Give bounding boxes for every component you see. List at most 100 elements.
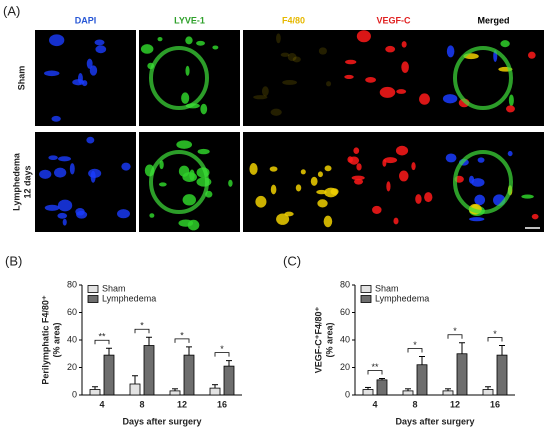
panel-label: (B): [5, 253, 22, 268]
cell: [253, 95, 268, 100]
significance-label: **: [98, 332, 106, 342]
cell: [415, 194, 422, 204]
cell: [424, 192, 433, 203]
cell: [72, 79, 85, 86]
cell: [386, 181, 391, 192]
y-tick-label: 0: [72, 389, 77, 399]
y-tick-label: 20: [340, 362, 350, 372]
cell: [528, 51, 536, 59]
row-label: Lymphedema: [11, 152, 21, 211]
bar: [496, 354, 508, 396]
cell: [349, 156, 360, 165]
micrograph: [243, 30, 344, 126]
cell: [86, 58, 93, 69]
bar: [416, 364, 428, 396]
cell: [282, 80, 298, 85]
cell: [228, 179, 233, 187]
y-axis-label: (% area): [51, 322, 61, 357]
x-tick-label: 16: [217, 399, 227, 409]
bar: [362, 389, 374, 396]
cell: [379, 86, 396, 98]
cell: [95, 45, 107, 54]
cell: [196, 40, 205, 46]
cell: [57, 199, 73, 212]
cell: [317, 171, 323, 178]
panel-label: (C): [283, 253, 301, 268]
significance-bracket: [367, 370, 383, 375]
bar: [143, 345, 155, 396]
cell: [270, 108, 282, 116]
bar: [183, 354, 195, 396]
cell: [255, 195, 267, 208]
cell: [393, 217, 399, 225]
y-tick-label: 20: [67, 362, 77, 372]
cell: [326, 81, 332, 87]
significance-bracket: [174, 338, 190, 343]
micrograph: [443, 30, 544, 126]
cell: [351, 175, 365, 181]
cell: [90, 170, 96, 183]
column-title: Merged: [477, 15, 509, 25]
cell: [158, 182, 167, 187]
cell: [196, 177, 212, 187]
cell: [157, 37, 163, 42]
cell: [121, 162, 131, 171]
bar: [89, 389, 101, 396]
x-axis-label: Days after surgery: [395, 416, 474, 426]
cell: [276, 213, 290, 225]
bar: [223, 365, 235, 396]
cell: [269, 166, 278, 172]
cell: [249, 163, 258, 175]
cell: [508, 94, 514, 107]
cell: [86, 136, 95, 144]
cell: [411, 162, 416, 171]
micrograph: [243, 132, 344, 232]
y-tick-label: 60: [67, 307, 77, 317]
cell: [354, 178, 364, 185]
cell: [117, 209, 130, 219]
cell: [44, 70, 60, 77]
cell: [317, 199, 328, 208]
cell: [401, 61, 409, 73]
cell: [261, 86, 269, 97]
cell: [372, 205, 382, 214]
cell: [445, 153, 457, 163]
cell: [383, 157, 398, 164]
cell: [182, 172, 197, 182]
bar: [456, 353, 468, 396]
cell: [44, 204, 60, 211]
significance-label: *: [140, 321, 144, 331]
bar: [482, 389, 494, 396]
cell: [185, 36, 193, 45]
cell: [506, 105, 515, 113]
cell: [270, 184, 277, 195]
image-panel: [35, 30, 544, 232]
significance-label: *: [413, 340, 417, 350]
cell: [471, 178, 485, 187]
cell: [365, 76, 377, 83]
cell: [212, 45, 219, 50]
cell: [469, 217, 485, 222]
legend-label: Lymphedema: [375, 293, 429, 303]
column-title: DAPI: [75, 15, 97, 25]
x-axis-label: Days after surgery: [122, 416, 201, 426]
cell: [197, 148, 210, 155]
x-tick-label: 8: [412, 399, 417, 409]
legend-swatch: [87, 295, 99, 303]
micrograph: [343, 30, 444, 126]
y-axis-label: VEGF-C⁺F4/80⁺: [313, 306, 323, 373]
bar: [402, 390, 414, 396]
cell: [62, 218, 67, 226]
cell: [356, 163, 362, 171]
row-label: Sham: [16, 66, 26, 91]
cell: [176, 140, 193, 149]
cell: [287, 53, 297, 62]
bar: [169, 390, 181, 396]
cell: [94, 39, 105, 46]
cell: [446, 45, 455, 58]
bar: [209, 387, 221, 396]
cell: [76, 210, 88, 219]
cell: [57, 212, 68, 219]
column-title: F4/80: [282, 15, 305, 25]
significance-bracket: [447, 334, 463, 339]
